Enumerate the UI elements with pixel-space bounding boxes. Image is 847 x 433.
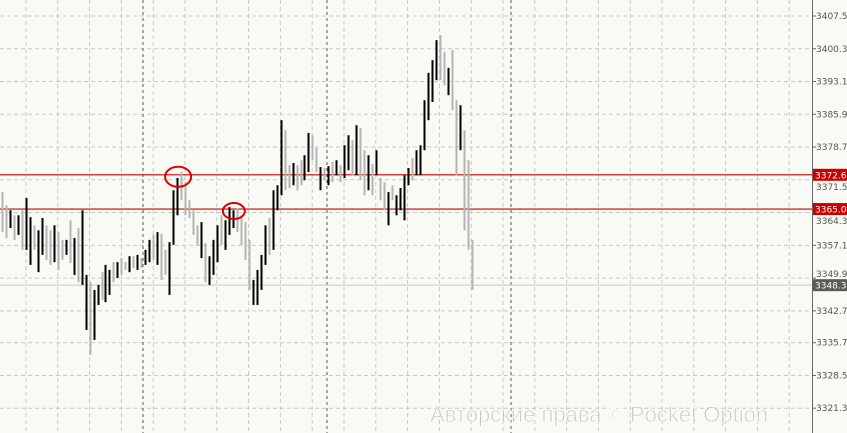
level-price-tag: 3372.60: [815, 171, 847, 181]
price-tags: 3372.60 3365.07 3348.34: [813, 168, 847, 292]
annotations: [164, 165, 246, 221]
axis-tick-label: 3385.90: [816, 110, 847, 120]
axis-tick-label: 3349.90: [816, 270, 847, 280]
horizontal-levels[interactable]: [0, 174, 812, 286]
current-price-tag-bg: [813, 279, 847, 292]
highlight-circle: [221, 202, 246, 221]
highlight-circle: [164, 165, 193, 188]
axis-tick-label: 3328.50: [816, 371, 847, 381]
axis-tick-label: 3342.70: [816, 307, 847, 317]
grid: [0, 0, 812, 433]
level-price-tag-bg: [813, 168, 847, 181]
level-price-tag-bg: [813, 203, 847, 216]
price-bars: [1, 35, 474, 355]
axis-tick-label: 3321.30: [816, 404, 847, 414]
axis-tick-label: 3364.30: [816, 217, 847, 227]
axis-background: [812, 0, 847, 433]
current-price-tag: 3348.34: [815, 282, 847, 292]
axis-tick-label: 3371.50: [816, 183, 847, 193]
level-price-tag: 3365.07: [815, 206, 847, 216]
axis-tick-label: 3407.50: [816, 12, 847, 22]
axis-tick-label: 3378.70: [816, 143, 847, 153]
axis-tick-label: 3357.10: [816, 241, 847, 251]
axis-tick-label: 3335.70: [816, 339, 847, 349]
price-axis[interactable]: 3407.50 3400.30 3393.10 3385.90 3378.70 3371.…: [812, 0, 847, 433]
axis-tick-label: 3393.10: [816, 78, 847, 88]
watermark: Авторские права © Pocket Option: [429, 402, 769, 428]
axis-tick-label: 3400.30: [816, 45, 847, 55]
